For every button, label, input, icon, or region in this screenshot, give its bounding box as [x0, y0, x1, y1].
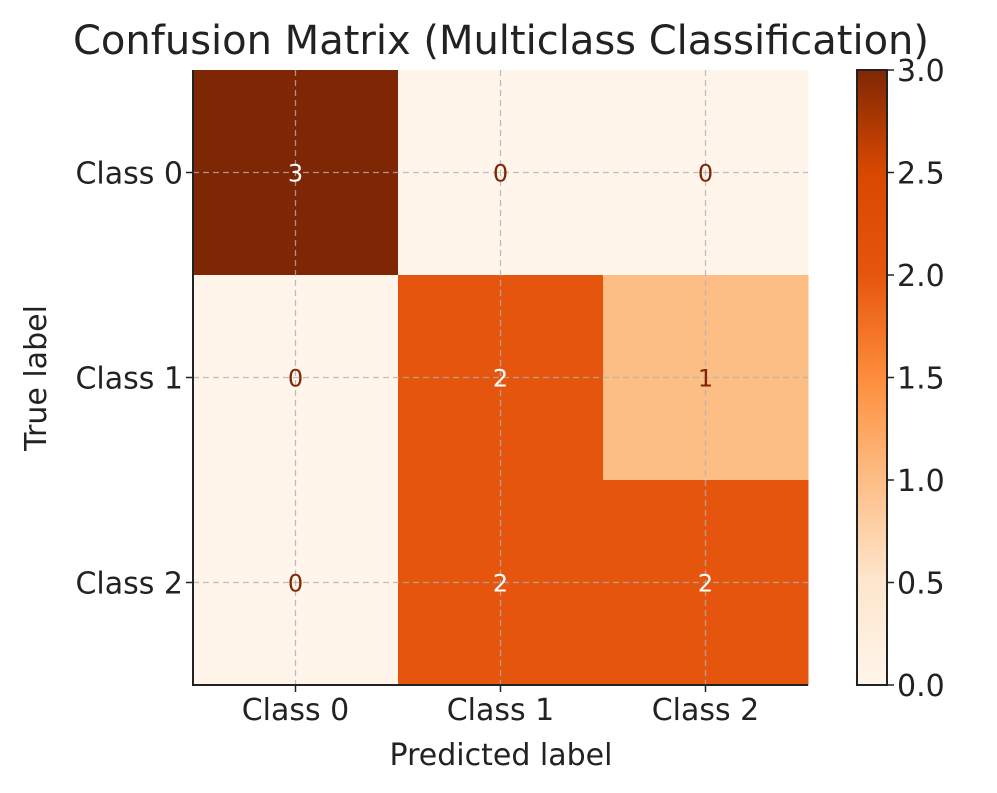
cell-value-label: 2	[493, 365, 508, 393]
chart-title: Confusion Matrix (Multiclass Classificat…	[73, 18, 929, 64]
x-tick-labels: Class 0 Class 1 Class 2	[242, 685, 760, 728]
colorbar-tick-label: 2.0	[897, 259, 945, 294]
y-tick-labels: Class 0 Class 1 Class 2	[75, 157, 193, 602]
heatmap-cell	[398, 275, 604, 481]
cell-value-label: 1	[698, 365, 713, 393]
colorbar-tick-label: 0.5	[897, 567, 945, 602]
colorbar-tick-label: 3.0	[897, 54, 945, 89]
colorbar	[856, 69, 888, 686]
cell-value-label: 0	[288, 365, 303, 393]
colorbar-tick-label: 1.5	[897, 362, 945, 397]
colorbar-ticks: 0.0 0.5 1.0 1.5 2.0 2.5 3.0	[887, 54, 945, 704]
y-tick-label: Class 1	[75, 362, 183, 397]
x-tick-label: Class 0	[242, 693, 350, 728]
x-axis-label: Predicted label	[390, 738, 613, 773]
colorbar-tick-label: 0.0	[897, 669, 945, 704]
cell-value-label: 2	[698, 570, 713, 598]
cell-value-labels: 3 0 0 0 2 1 0 2 2	[288, 160, 713, 598]
colorbar-tick-label: 1.0	[897, 464, 945, 499]
x-tick-label: Class 1	[447, 693, 555, 728]
y-tick-label: Class 2	[75, 567, 183, 602]
cell-value-label: 2	[493, 570, 508, 598]
gridlines	[193, 70, 808, 685]
y-axis-label: True label	[19, 305, 54, 452]
cell-value-label: 3	[288, 160, 303, 188]
cell-value-label: 0	[288, 570, 303, 598]
x-tick-label: Class 2	[652, 693, 760, 728]
cell-value-label: 0	[698, 160, 713, 188]
cell-value-label: 0	[493, 160, 508, 188]
colorbar-tick-label: 2.5	[897, 157, 945, 192]
y-tick-label: Class 0	[75, 157, 183, 192]
